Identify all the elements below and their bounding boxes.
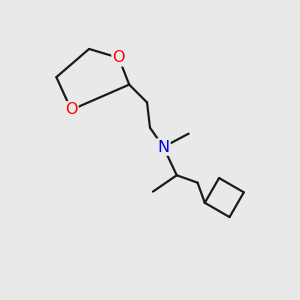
Text: N: N bbox=[157, 140, 170, 154]
Text: O: O bbox=[65, 102, 77, 117]
Text: O: O bbox=[112, 50, 125, 65]
